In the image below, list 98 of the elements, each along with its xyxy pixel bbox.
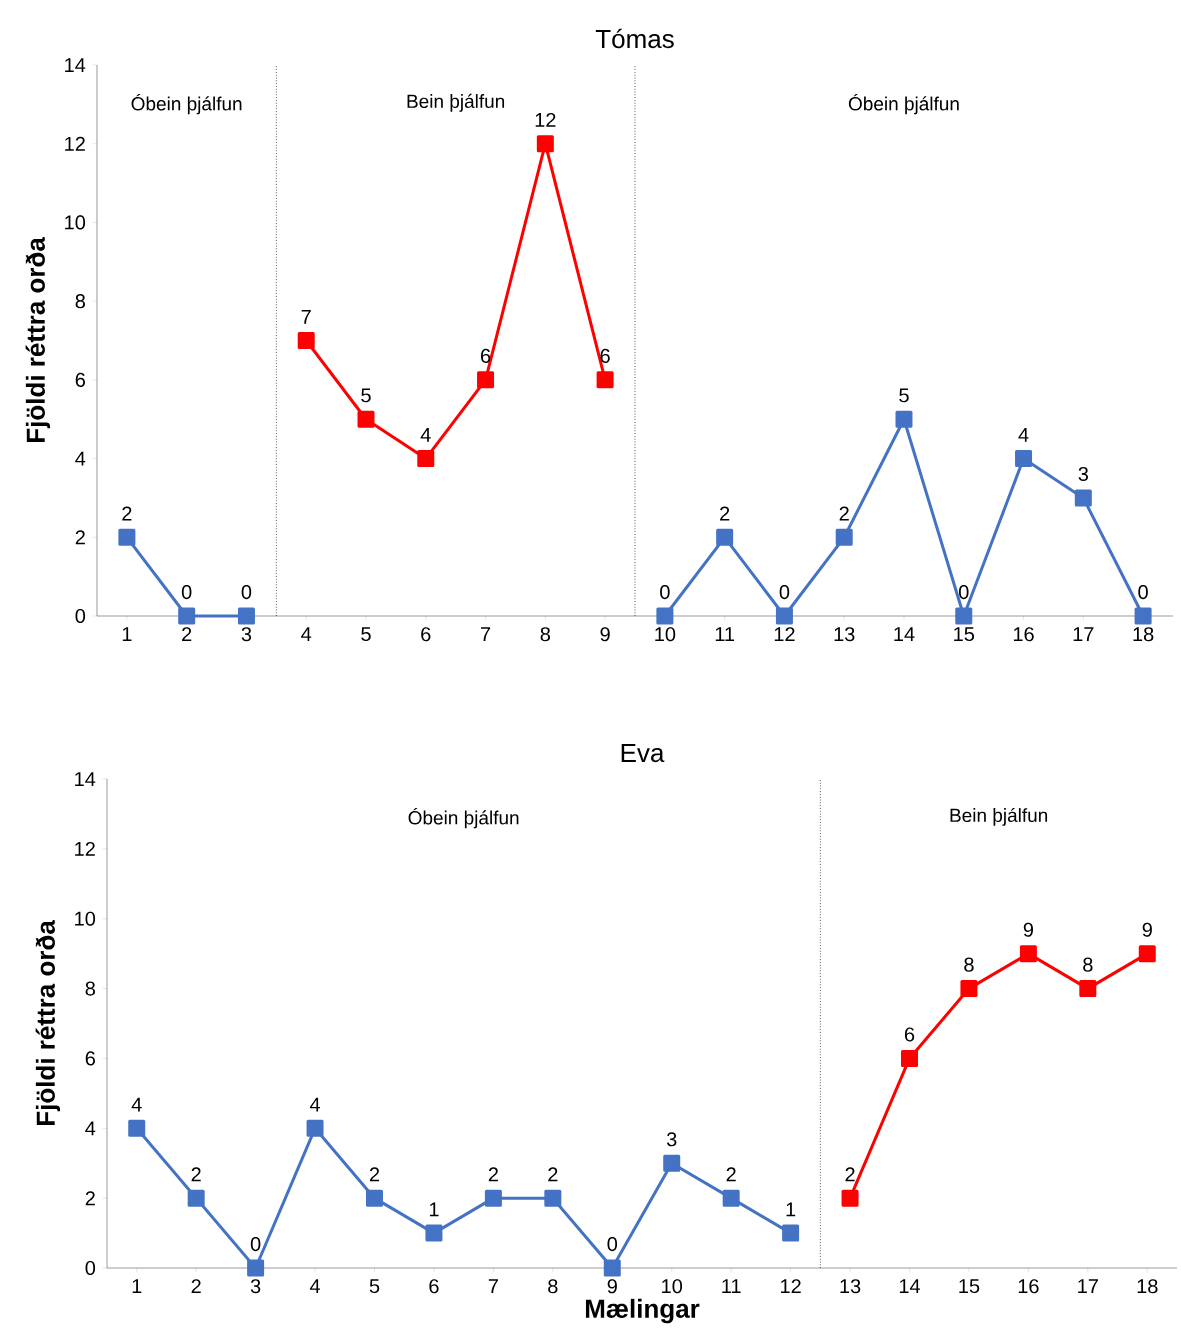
x-tick-label: 11	[715, 627, 735, 641]
annotation: Óbein þjálfun	[131, 93, 242, 115]
x-tick-label: 7	[488, 1279, 498, 1293]
x-tick-label: 8	[540, 627, 551, 642]
x-tick-label: 17	[1073, 627, 1094, 641]
y-tick-label: 10	[75, 911, 96, 926]
x-tick-label: 2	[191, 1279, 201, 1294]
data-label: 7	[301, 309, 311, 324]
x-tick-label: 9	[600, 627, 610, 642]
x-tick-label: 13	[834, 627, 855, 642]
data-label: 2	[720, 506, 730, 521]
data-label: 4	[1018, 427, 1029, 442]
y-tick-label: 4	[75, 451, 86, 466]
data-label: 2	[191, 1167, 201, 1182]
x-tick-label: 16	[1013, 627, 1034, 642]
y-tick-label: 10	[65, 215, 86, 230]
x-tick-label: 18	[1133, 627, 1154, 642]
data-label: 6	[481, 348, 491, 363]
y-axis-title: Fjöldi réttra orða	[35, 920, 61, 1126]
data-label: 0	[660, 584, 670, 600]
x-tick-label: 14	[899, 1279, 921, 1293]
x-tick-label: 4	[309, 1279, 321, 1293]
data-label: 2	[726, 1167, 736, 1182]
y-axis-title: Fjöldi réttra orða	[25, 237, 51, 443]
data-label: 2	[488, 1167, 498, 1182]
y-tick-label: 4	[85, 1121, 96, 1136]
annotation: Óbein þjálfun	[848, 93, 959, 115]
data-label: 6	[904, 1027, 915, 1042]
data-label: 0	[241, 584, 252, 600]
y-tick-label: 12	[65, 136, 85, 151]
y-tick-label: 8	[75, 294, 85, 309]
data-label: 0	[181, 584, 192, 600]
data-label: 9	[1023, 922, 1034, 937]
y-tick-label: 8	[85, 981, 95, 996]
data-label: 0	[779, 584, 790, 600]
x-tick-label: 12	[781, 1279, 801, 1294]
y-tick-label: 6	[85, 1051, 95, 1066]
x-tick-label: 1	[132, 1279, 142, 1293]
x-tick-label: 6	[421, 627, 431, 642]
y-tick-label: 2	[75, 530, 85, 545]
x-tick-label: 17	[1078, 1279, 1098, 1293]
y-tick-label: 2	[85, 1191, 95, 1206]
data-label: 6	[600, 348, 610, 363]
x-tick-label: 16	[1018, 1279, 1039, 1294]
data-label: 0	[607, 1237, 618, 1252]
y-tick-label: 14	[75, 772, 96, 786]
x-tick-label: 8	[548, 1279, 558, 1294]
x-tick-label: 9	[607, 1279, 617, 1294]
data-label: 2	[369, 1167, 380, 1182]
data-label: 12	[535, 112, 556, 127]
x-tick-label: 1	[122, 627, 132, 641]
x-tick-label: 5	[361, 627, 371, 642]
data-label: 5	[361, 388, 371, 403]
y-tick-label: 0	[75, 608, 86, 624]
y-tick-label: 6	[75, 372, 85, 387]
annotation: Bein þjálfun	[950, 807, 1048, 826]
data-label: 2	[548, 1167, 558, 1182]
data-label: 3	[1078, 466, 1088, 482]
x-tick-label: 18	[1137, 1279, 1158, 1294]
data-label: 1	[786, 1202, 796, 1217]
x-tick-label: 5	[369, 1279, 380, 1294]
x-tick-label: 10	[655, 627, 676, 642]
x-tick-label: 12	[774, 627, 795, 642]
x-axis-title: Mælingar	[585, 1298, 700, 1324]
annotation: Óbein þjálfun	[408, 807, 519, 829]
data-label: 0	[250, 1237, 261, 1252]
x-tick-label: 10	[662, 1279, 683, 1294]
x-tick-label: 4	[301, 627, 312, 641]
data-label: 2	[122, 506, 132, 521]
chart-title: Tómas	[595, 28, 674, 49]
x-tick-label: 11	[722, 1279, 741, 1293]
x-tick-label: 15	[954, 627, 975, 642]
x-tick-label: 7	[481, 627, 491, 641]
data-label: 8	[964, 957, 974, 972]
data-label: 3	[666, 1132, 677, 1147]
y-tick-label: 12	[75, 841, 95, 856]
data-label: 2	[845, 1167, 855, 1182]
data-label: 1	[429, 1202, 439, 1217]
x-tick-label: 3	[250, 1279, 261, 1294]
data-label: 0	[1138, 584, 1148, 600]
x-tick-label: 15	[959, 1279, 980, 1294]
x-tick-label: 6	[429, 1279, 439, 1294]
data-label: 4	[131, 1097, 142, 1112]
x-tick-label: 14	[894, 627, 915, 641]
x-tick-label: 13	[840, 1279, 861, 1294]
annotation: Bein þjálfun	[407, 93, 505, 112]
x-tick-label: 2	[182, 627, 192, 642]
chart-title: Eva	[621, 744, 665, 763]
data-label: 2	[839, 506, 849, 521]
x-tick-label: 3	[241, 627, 252, 642]
data-label: 4	[420, 427, 431, 442]
data-label: 0	[958, 584, 969, 600]
data-label: 4	[309, 1097, 321, 1112]
data-label: 8	[1083, 957, 1093, 972]
y-tick-label: 0	[85, 1260, 96, 1276]
y-tick-label: 14	[65, 58, 86, 72]
data-label: 9	[1142, 922, 1152, 937]
data-label: 5	[899, 388, 909, 403]
